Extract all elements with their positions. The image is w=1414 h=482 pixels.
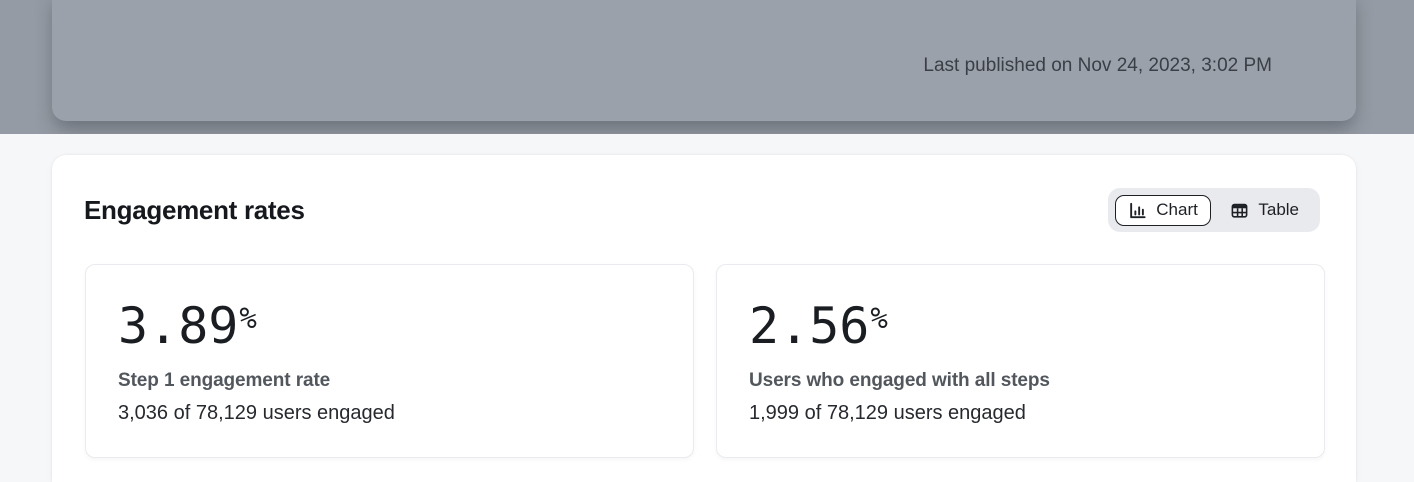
stat-label: Users who engaged with all steps: [749, 370, 1050, 391]
panel-title: Engagement rates: [84, 195, 305, 225]
stat-number: 3.89: [118, 297, 239, 355]
stat-value: 2.56%: [749, 301, 888, 352]
stat-detail: 3,036 of 78,129 users engaged: [118, 402, 395, 424]
percent-sign: %: [870, 301, 888, 335]
stat-detail: 1,999 of 78,129 users engaged: [749, 402, 1026, 424]
engagement-rates-panel: Engagement rates Chart: [52, 155, 1356, 482]
stat-value: 3.89%: [118, 301, 257, 352]
stat-card-step1-engagement: 3.89% Step 1 engagement rate 3,036 of 78…: [85, 264, 694, 458]
stats-row: 3.89% Step 1 engagement rate 3,036 of 78…: [85, 264, 1325, 458]
table-icon: [1230, 201, 1249, 220]
stat-card-all-steps-engagement: 2.56% Users who engaged with all steps 1…: [716, 264, 1325, 458]
content-region: Engagement rates Chart: [0, 134, 1414, 482]
table-view-label: Table: [1258, 200, 1299, 219]
dimmed-page-region: Last published on Nov 24, 2023, 3:02 PM: [0, 0, 1414, 134]
view-toggle-group: Chart Table: [1107, 188, 1320, 232]
stat-number: 2.56: [749, 297, 870, 355]
last-published-text: Last published on Nov 24, 2023, 3:02 PM: [923, 55, 1272, 76]
chart-view-label: Chart: [1156, 200, 1198, 219]
stat-label: Step 1 engagement rate: [118, 370, 331, 391]
bar-chart-icon: [1128, 201, 1147, 220]
percent-sign: %: [239, 301, 257, 335]
published-info-card: Last published on Nov 24, 2023, 3:02 PM: [52, 0, 1356, 121]
chart-view-button[interactable]: Chart: [1114, 194, 1212, 226]
table-view-button[interactable]: Table: [1216, 195, 1313, 226]
